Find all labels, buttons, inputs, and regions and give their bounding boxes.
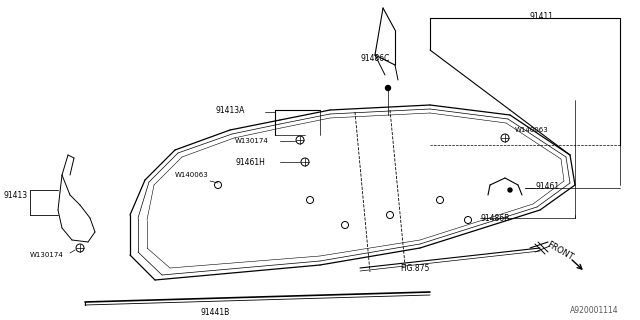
Text: W140063: W140063	[175, 172, 209, 178]
Circle shape	[508, 188, 512, 192]
Circle shape	[385, 85, 390, 91]
Text: FRONT: FRONT	[545, 240, 574, 262]
Text: 91413: 91413	[3, 190, 27, 199]
Text: FIG.875: FIG.875	[400, 264, 429, 273]
Text: 91413A: 91413A	[215, 106, 244, 115]
Text: 91486B: 91486B	[480, 213, 509, 222]
Text: 91486C: 91486C	[360, 53, 389, 62]
Text: W130174: W130174	[30, 252, 64, 258]
Text: A920001114: A920001114	[570, 306, 619, 315]
Text: 91461: 91461	[535, 181, 559, 190]
Text: 91411: 91411	[530, 12, 554, 21]
Text: 91461H: 91461H	[235, 157, 265, 166]
Text: W130174: W130174	[235, 138, 269, 144]
Text: 91441B: 91441B	[200, 308, 229, 317]
Text: W140063: W140063	[515, 127, 548, 133]
